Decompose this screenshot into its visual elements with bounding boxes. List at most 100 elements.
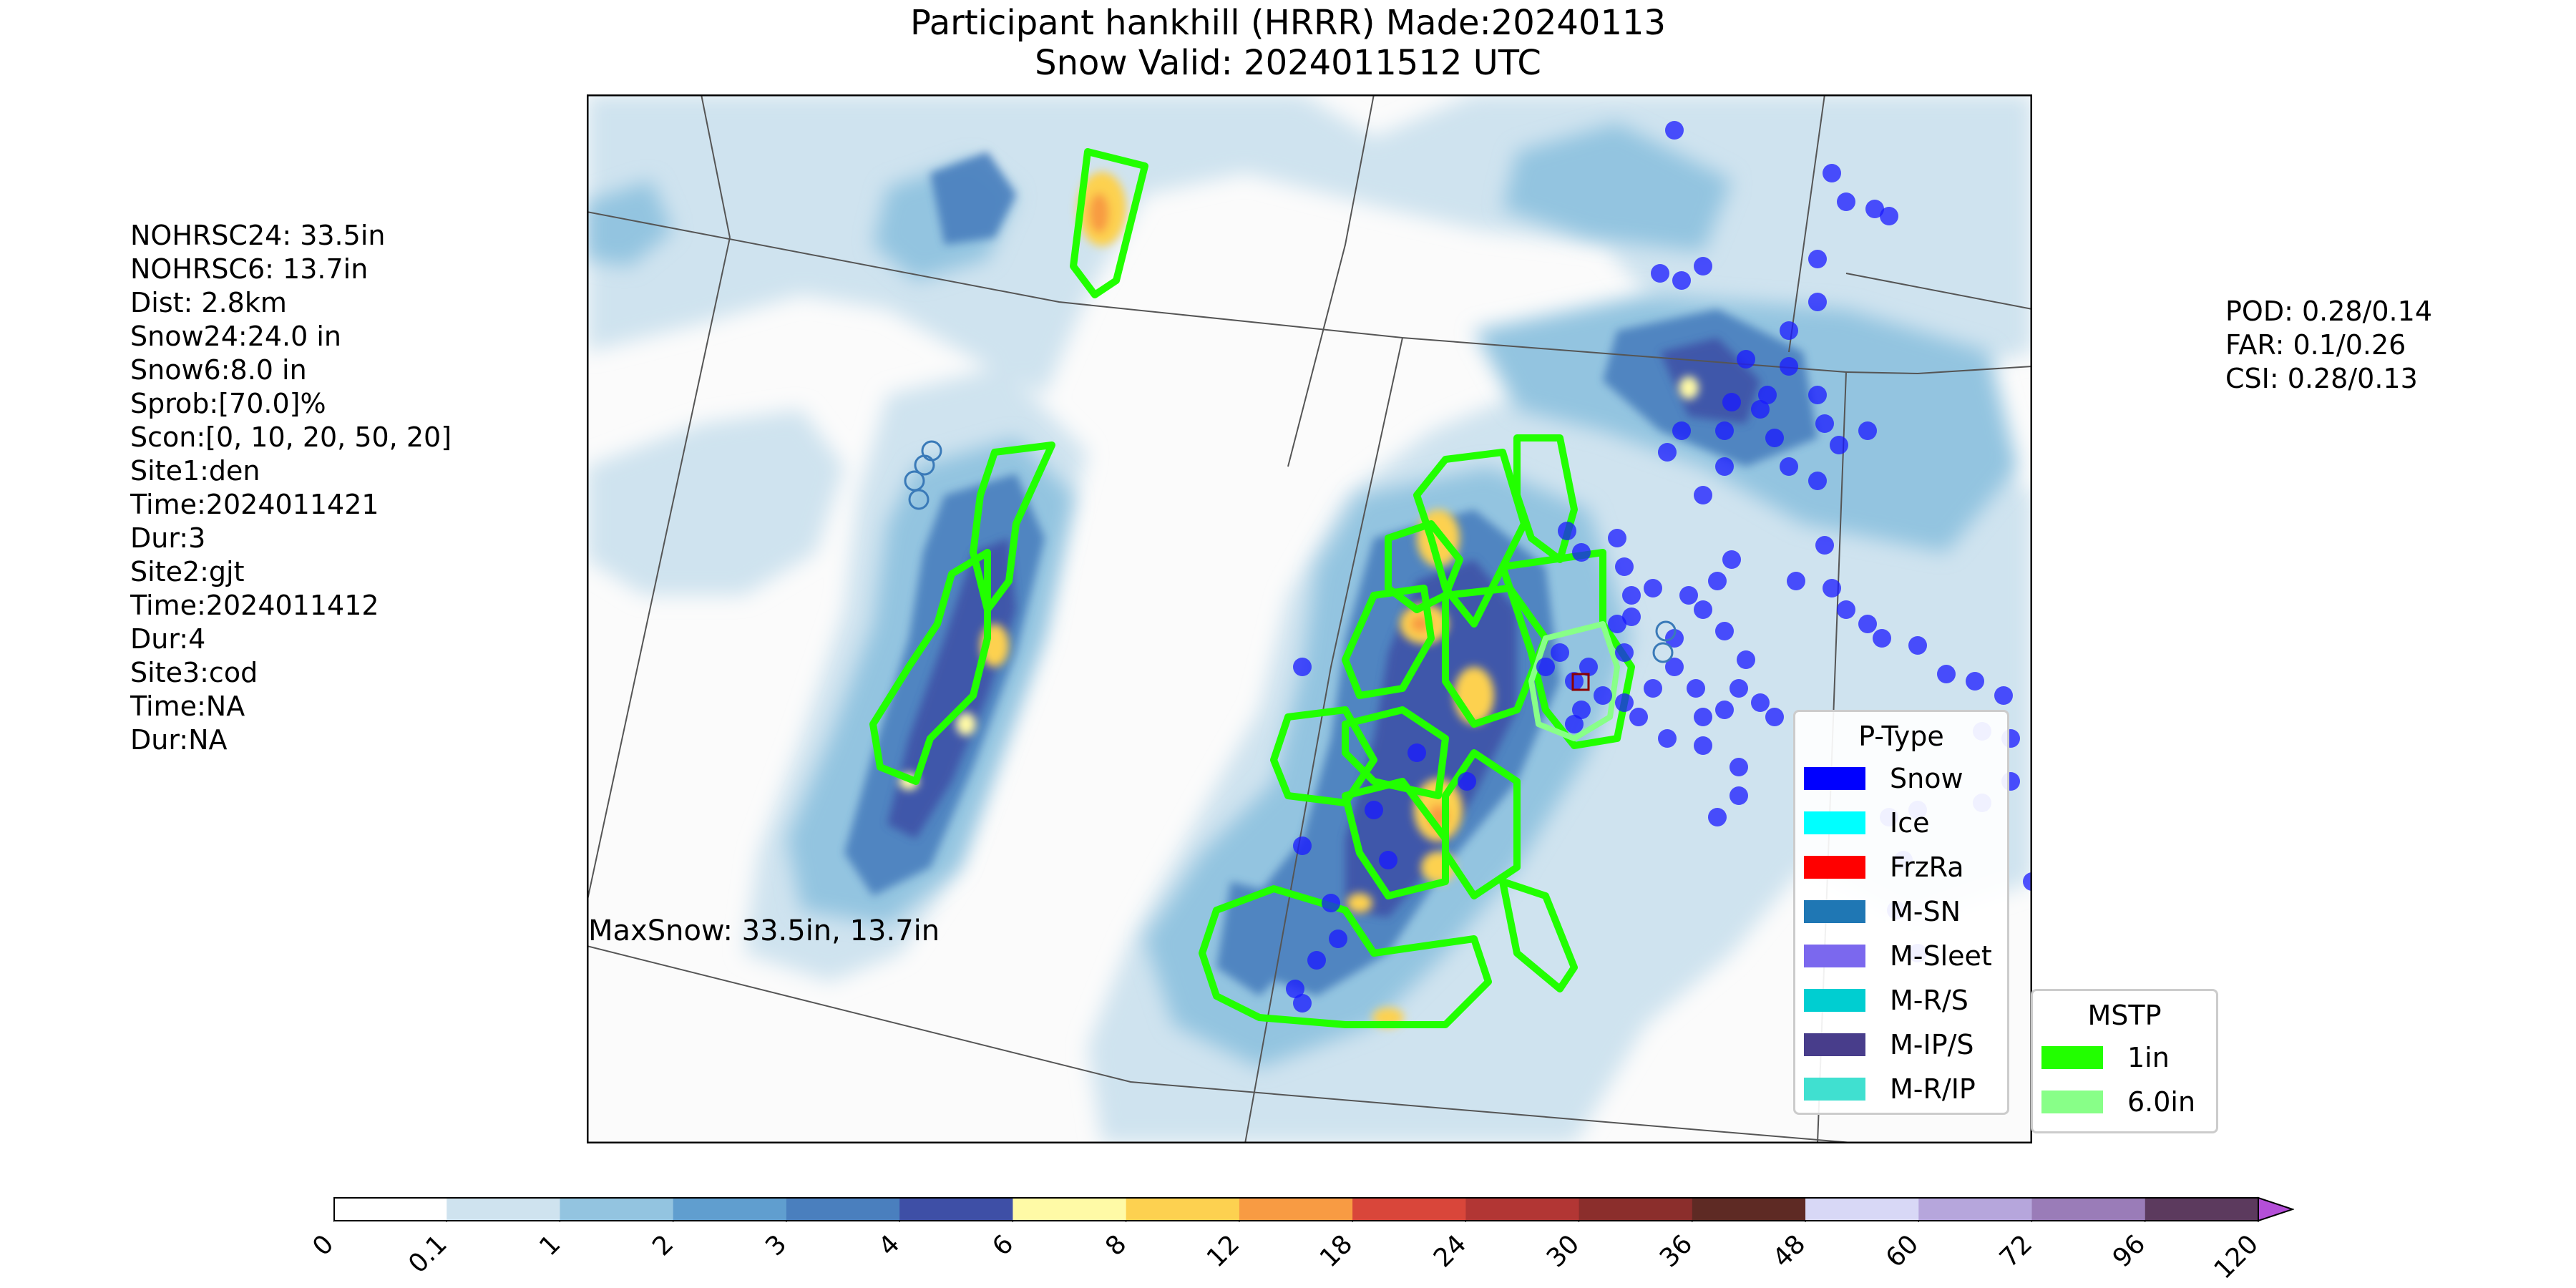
left-stats-line: Dur:4 — [130, 623, 206, 655]
left-stats-line: Dur:NA — [130, 724, 228, 756]
snow-obs-marker — [1694, 257, 1712, 275]
snow-obs-marker — [1615, 693, 1634, 712]
snow-obs-marker — [1751, 693, 1770, 712]
map-plot — [587, 94, 2032, 1143]
snow-obs-marker — [1780, 457, 1798, 476]
snow-obs-marker — [1579, 658, 1598, 676]
snow-obs-marker — [1708, 572, 1727, 590]
legend-swatch — [1804, 1033, 1865, 1056]
snow-obs-marker — [1322, 894, 1340, 912]
snow-obs-marker — [1837, 192, 1855, 211]
legend-label: Snow — [1890, 763, 1963, 794]
snow-obs-marker — [1737, 350, 1755, 369]
snow-obs-marker — [1815, 414, 1834, 433]
snow-obs-marker — [1858, 421, 1877, 440]
colorbar-segment — [899, 1198, 1013, 1221]
colorbar-tick-label: 8 — [1099, 1229, 1133, 1262]
legend-swatch — [1804, 1078, 1865, 1101]
snow-obs-marker — [1594, 686, 1612, 705]
snow-obs-marker — [1694, 708, 1712, 726]
chart-title-line2: Snow Valid: 2024011512 UTC — [1035, 43, 1541, 83]
left-stats-line: Dist: 2.8km — [130, 287, 287, 318]
map-frame — [587, 94, 2032, 1143]
legend-swatch — [1804, 767, 1865, 790]
legend-swatch — [1804, 856, 1865, 879]
snow-obs-marker — [1729, 758, 1748, 776]
chart-title-line1: Participant hankhill (HRRR) Made:2024011… — [909, 3, 1667, 43]
right-stats-line: CSI: 0.28/0.13 — [2225, 363, 2418, 394]
snow-obs-marker — [1780, 357, 1798, 376]
left-stats-panel: NOHRSC24: 33.5in NOHRSC6: 13.7in Dist: 2.8… — [130, 219, 452, 757]
legend-label: M-SN — [1890, 896, 1961, 927]
snow-obs-marker — [1665, 121, 1684, 140]
colorbar-segment — [673, 1198, 787, 1221]
snow-obs-marker — [1679, 586, 1698, 605]
left-stats-line: Dur:3 — [130, 522, 206, 554]
snow-obs-marker — [1808, 386, 1827, 404]
mixed-obs-marker — [908, 489, 930, 510]
legend-label: 6.0in — [2127, 1086, 2196, 1118]
colorbar-segment — [447, 1198, 560, 1221]
snow-obs-marker — [1307, 951, 1326, 970]
snow-obs-marker — [1687, 679, 1705, 698]
snow-obs-marker — [1672, 421, 1691, 440]
colorbar-frame — [333, 1197, 2259, 1221]
mstp-legend: MSTP 1in 6.0in — [2031, 989, 2218, 1133]
snow-obs-marker — [1615, 643, 1634, 662]
mstp-rows-item: 6.0in — [2033, 1080, 2216, 1124]
contours-1in — [869, 148, 1635, 1028]
colorbar-segment — [1126, 1198, 1240, 1221]
snow-obs-marker — [1658, 443, 1677, 462]
snow-obs-marker — [1565, 715, 1584, 733]
ptype-rows-item: M-IP/S — [1795, 1023, 2007, 1067]
mstp-rows-item: 1in — [2033, 1035, 2216, 1080]
snow-obs-marker — [1880, 207, 1898, 225]
legend-label: Ice — [1890, 807, 1930, 839]
snow-obs-marker — [1830, 436, 1848, 454]
snow-obs-markers — [904, 121, 2032, 1013]
snow-obs-marker — [1665, 658, 1684, 676]
snow-obs-marker — [1665, 629, 1684, 648]
snow-obs-marker — [1815, 536, 1834, 555]
colorbar-tick-label: 6 — [986, 1229, 1019, 1262]
colorbar-tick-label: 12 — [1201, 1229, 1246, 1274]
snow-obs-marker — [1765, 429, 1784, 447]
colorbar-segment — [560, 1198, 674, 1221]
snow-obs-marker — [1715, 622, 1734, 640]
snow-obs-marker — [1565, 672, 1584, 691]
left-stats-line: NOHRSC6: 13.7in — [130, 253, 369, 285]
ptype-rows-item: M-Sleet — [1795, 934, 2007, 978]
snow-obs-marker — [1837, 600, 1855, 619]
colorbar-segment — [1805, 1198, 1919, 1221]
legend-swatch — [1804, 945, 1865, 967]
snow-obs-marker — [1873, 629, 1891, 648]
snow-obs-marker — [1808, 472, 1827, 490]
snow-obs-marker — [1737, 650, 1755, 669]
snow-obs-marker — [1722, 393, 1741, 411]
snow-obs-marker — [1966, 672, 1984, 691]
right-stats-line: POD: 0.28/0.14 — [2225, 296, 2432, 327]
snow-obs-marker — [2023, 872, 2032, 891]
left-stats-line: Scon:[0, 10, 20, 50, 20] — [130, 421, 452, 453]
snow-obs-marker — [1765, 708, 1784, 726]
colorbar-segment — [1692, 1198, 1806, 1221]
snow-obs-marker — [1658, 729, 1677, 748]
colorbar-segment — [1918, 1198, 2033, 1221]
colorbar-segment — [1579, 1198, 1693, 1221]
colorbar-tick-label: 72 — [1994, 1229, 2039, 1274]
snow-obs-marker — [1622, 608, 1641, 626]
legend-label: 1in — [2127, 1042, 2170, 1073]
legend-label: M-IP/S — [1890, 1029, 1974, 1060]
snow-obs-marker — [1994, 686, 2013, 705]
legend-swatch — [1804, 900, 1865, 923]
legend-label: M-R/S — [1890, 985, 1968, 1016]
snow-obs-marker — [1329, 930, 1347, 948]
legend-label: M-R/IP — [1890, 1073, 1976, 1105]
left-stats-line: Time:2024011421 — [130, 489, 379, 520]
colorbar-tick-label: 30 — [1541, 1229, 1586, 1274]
snow-obs-marker — [1536, 658, 1555, 676]
colorbar-segment — [786, 1198, 900, 1221]
snow-obs-marker — [1729, 679, 1748, 698]
right-stats-panel: POD: 0.28/0.14 FAR: 0.1/0.26 CSI: 0.28/0.1… — [2225, 295, 2432, 396]
snow-obs-marker — [1729, 786, 1748, 805]
